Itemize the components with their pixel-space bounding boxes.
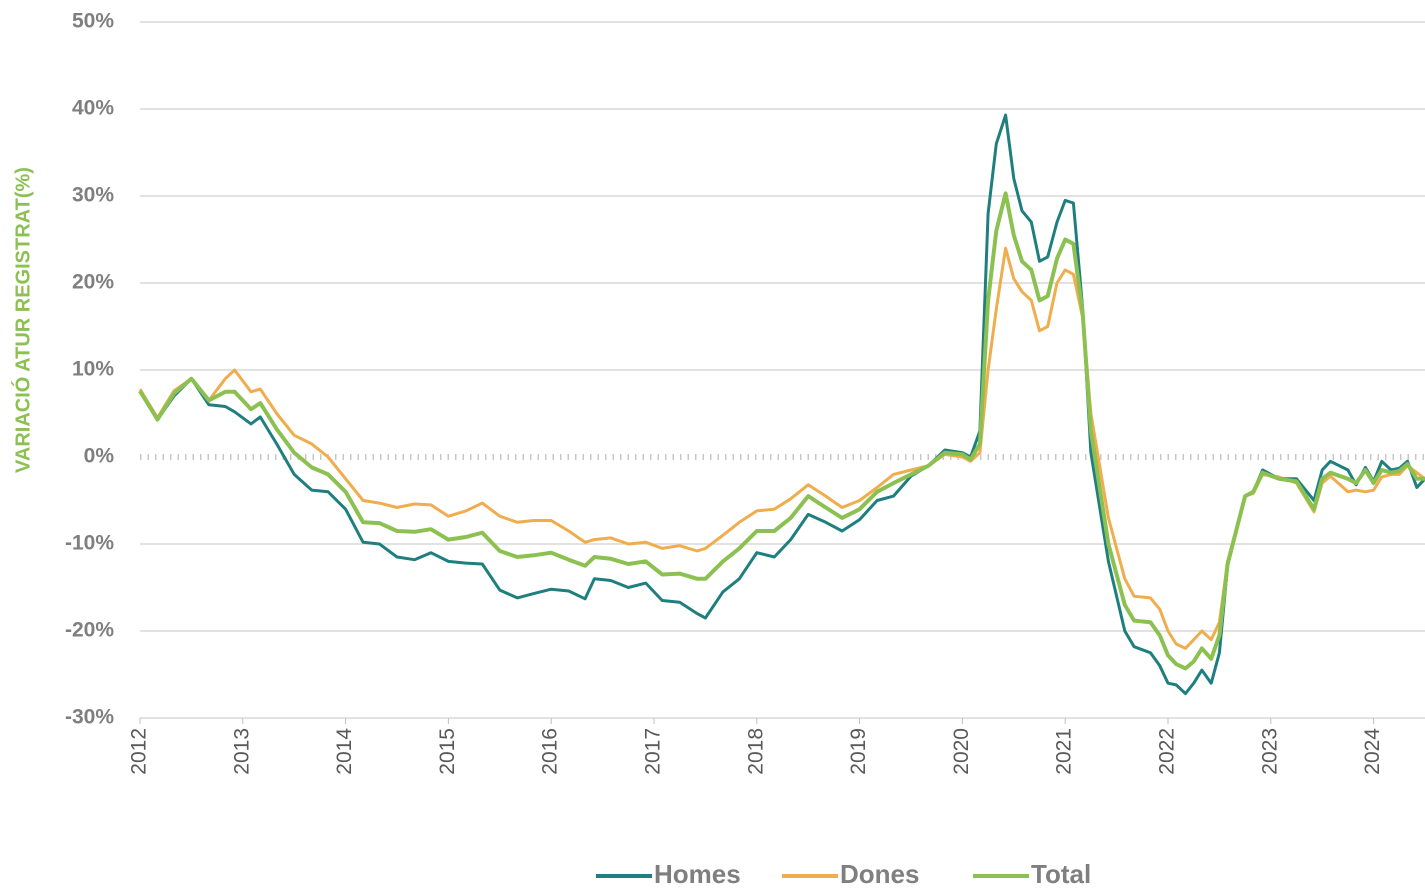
x-tick-label: 2020 [950, 728, 973, 775]
legend-label: Total [1031, 859, 1091, 889]
y-tick-label: 50% [72, 10, 114, 33]
x-tick-label: 2016 [539, 728, 562, 775]
legend-label: Homes [654, 859, 741, 889]
y-tick-label: 10% [72, 358, 114, 381]
y-tick-label: 30% [72, 184, 114, 207]
x-tick-label: 2021 [1053, 728, 1076, 775]
y-tick-label: 20% [72, 271, 114, 294]
y-tick-label: 40% [72, 97, 114, 120]
legend-label: Dones [840, 859, 919, 889]
x-tick-label: 2014 [333, 728, 356, 775]
series-line [138, 191, 1425, 671]
x-tick-label: 2017 [642, 728, 665, 775]
x-tick-label: 2022 [1156, 728, 1179, 775]
series-line [138, 246, 1425, 650]
x-tick-label: 2015 [436, 728, 459, 775]
x-tick-label: 2024 [1361, 728, 1384, 775]
x-tick-label: 2019 [847, 728, 870, 775]
y-tick-label: -30% [65, 706, 114, 729]
series-line [138, 113, 1425, 696]
y-axis-label: VARIACIÓ ATUR REGISTRAT(%) [10, 167, 34, 473]
y-tick-label: -20% [65, 619, 114, 642]
y-tick-label: 0% [84, 445, 115, 468]
x-tick-label: 2023 [1258, 728, 1281, 775]
x-tick-label: 2013 [230, 728, 253, 775]
x-tick-label: 2018 [744, 728, 767, 775]
y-tick-label: -10% [65, 532, 114, 555]
x-tick-label: 2012 [128, 728, 151, 775]
